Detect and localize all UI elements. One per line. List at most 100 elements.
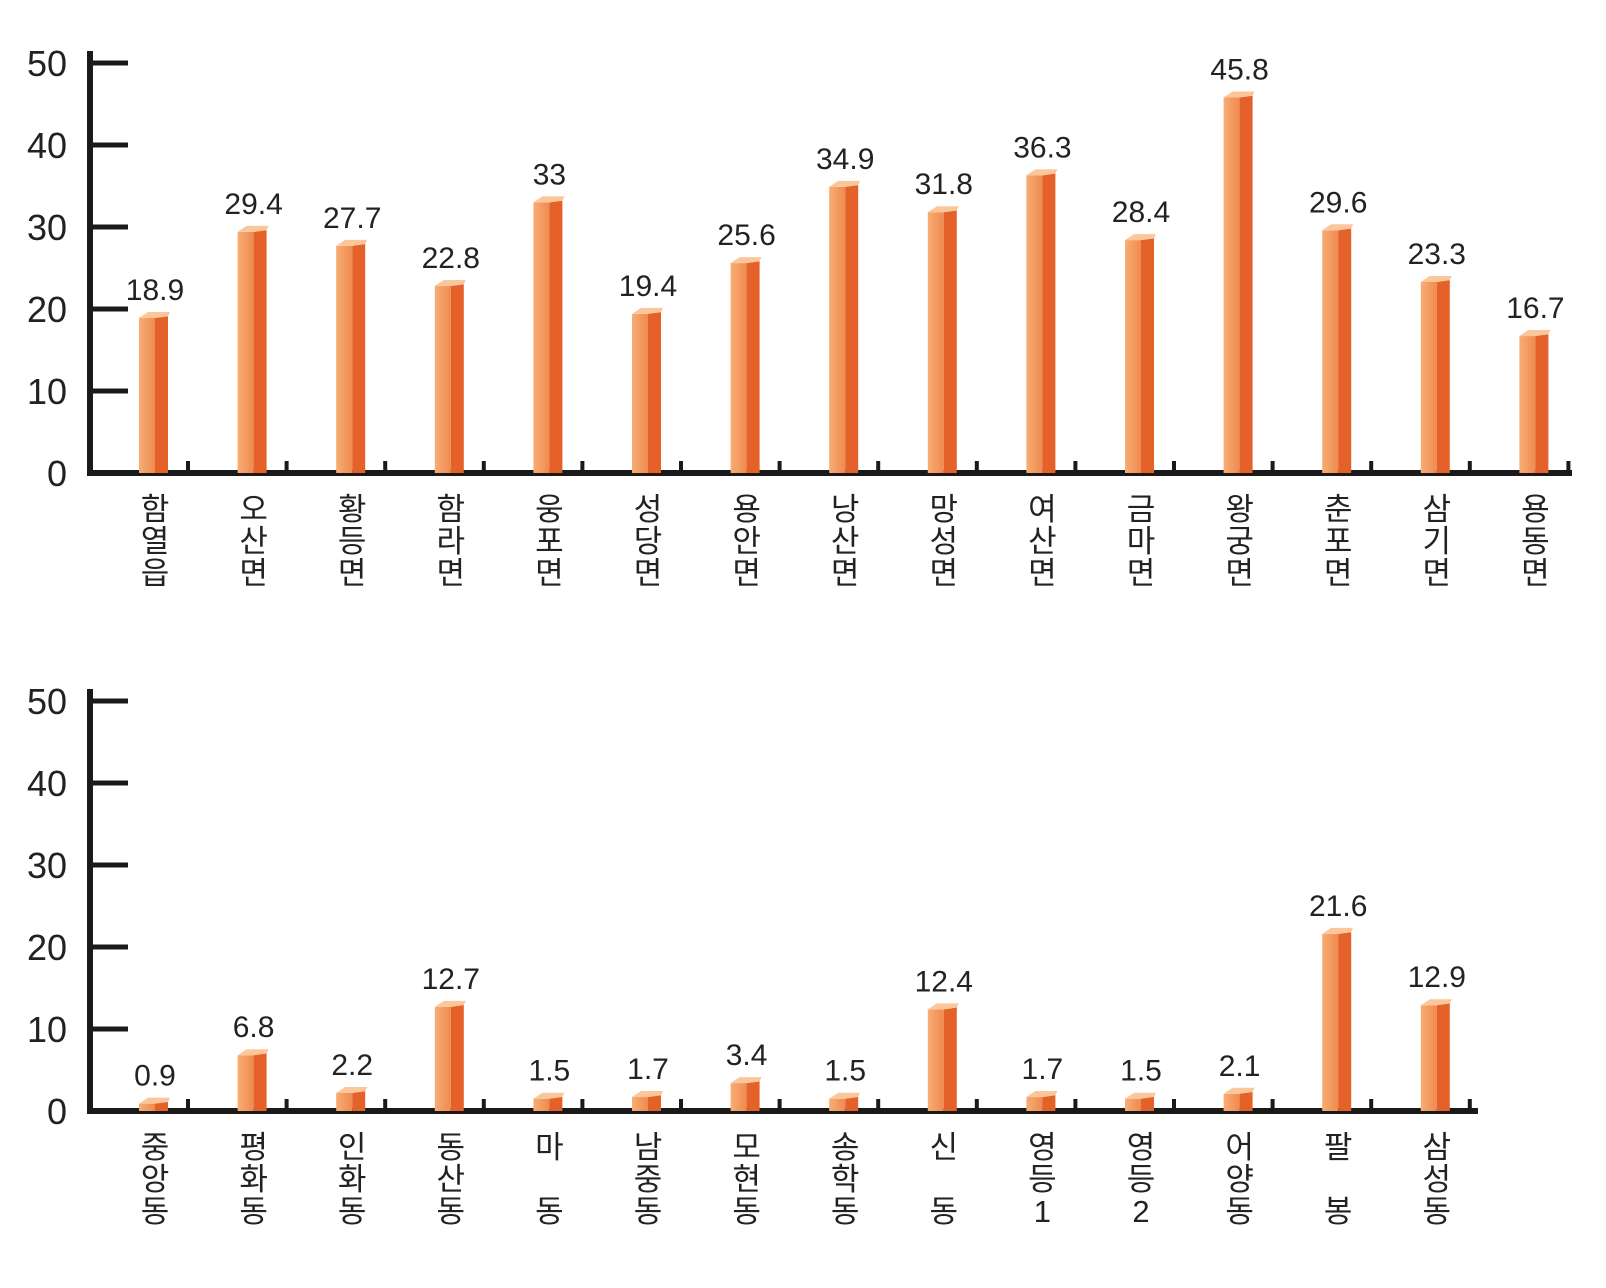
bar-4 bbox=[434, 280, 466, 473]
bar-top bbox=[1223, 1087, 1255, 1094]
bar-side bbox=[943, 210, 957, 473]
bar-14 bbox=[1420, 275, 1452, 473]
bar-side bbox=[1436, 280, 1450, 473]
data-label-5: 1.5 bbox=[529, 1055, 571, 1088]
bar-side bbox=[352, 1091, 366, 1111]
data-label-11: 1.5 bbox=[1120, 1055, 1162, 1088]
chart-panel-1: 0 10 20 30 40 50 18.9 함 열 읍 29.4 오 산 면 27.7 황 등 면 22.8 함 라 면 3… bbox=[27, 43, 1572, 591]
bar-side bbox=[549, 200, 563, 473]
data-label-14: 12.9 bbox=[1408, 961, 1466, 994]
data-label-13: 29.6 bbox=[1309, 186, 1367, 219]
bar-front bbox=[1223, 97, 1240, 473]
bar-9 bbox=[927, 206, 959, 474]
bar-front bbox=[927, 1009, 944, 1111]
bar-top bbox=[1322, 927, 1354, 934]
bar-front bbox=[632, 1097, 648, 1111]
bar-top bbox=[237, 225, 269, 232]
bar-top bbox=[336, 239, 368, 246]
bar-top bbox=[1125, 1092, 1156, 1099]
bar-front bbox=[336, 1092, 353, 1111]
bar-front bbox=[434, 1006, 451, 1111]
bar-top bbox=[1125, 234, 1156, 241]
bar-10 bbox=[1026, 1091, 1058, 1111]
data-label-11: 28.4 bbox=[1112, 196, 1170, 229]
bar-top bbox=[336, 1086, 368, 1093]
y-tick-label-10: 10 bbox=[27, 1009, 67, 1050]
data-label-10: 36.3 bbox=[1013, 131, 1071, 164]
bar-front bbox=[829, 1098, 846, 1111]
bar-top bbox=[730, 1077, 762, 1084]
bar-front bbox=[829, 186, 846, 473]
bar-front bbox=[730, 1083, 747, 1111]
bar-side bbox=[746, 261, 760, 473]
bar-3 bbox=[336, 1086, 368, 1111]
bar-top bbox=[829, 1092, 861, 1099]
bar-5 bbox=[533, 1092, 565, 1111]
data-label-2: 6.8 bbox=[233, 1011, 275, 1044]
bar-side bbox=[1239, 1091, 1253, 1111]
bar-top bbox=[139, 1097, 170, 1104]
bar-7 bbox=[730, 257, 762, 473]
bar-5 bbox=[533, 196, 565, 473]
bar-15 bbox=[1519, 330, 1551, 473]
y-tick-label-40: 40 bbox=[27, 125, 67, 166]
bar-side bbox=[1042, 173, 1056, 474]
data-label-14: 23.3 bbox=[1408, 238, 1466, 271]
data-label-10: 1.7 bbox=[1022, 1053, 1064, 1086]
y-tick-label-0: 0 bbox=[47, 453, 67, 494]
data-label-9: 12.4 bbox=[915, 965, 973, 998]
bar-top bbox=[927, 206, 959, 213]
bar-front bbox=[1420, 1005, 1437, 1111]
data-label-2: 29.4 bbox=[224, 188, 282, 221]
data-label-8: 34.9 bbox=[816, 143, 874, 176]
bar-front bbox=[533, 202, 550, 473]
bar-2 bbox=[237, 1049, 269, 1111]
data-label-12: 2.1 bbox=[1219, 1050, 1261, 1083]
bar-9 bbox=[927, 1003, 959, 1111]
data-label-13: 21.6 bbox=[1309, 890, 1367, 923]
y-tick-label-40: 40 bbox=[27, 763, 67, 804]
bar-10 bbox=[1026, 169, 1058, 474]
bar-front bbox=[927, 212, 944, 474]
bar-top bbox=[829, 180, 861, 187]
bar-front bbox=[139, 1103, 155, 1111]
bar-top bbox=[1026, 1091, 1058, 1098]
bar-side bbox=[450, 284, 464, 473]
x-category-label-13: 팔 봉 bbox=[1324, 1130, 1353, 1229]
bar-front bbox=[1125, 1098, 1141, 1111]
bar-side bbox=[1338, 228, 1352, 473]
y-tick-label-50: 50 bbox=[27, 681, 67, 722]
bar-side bbox=[1338, 932, 1352, 1111]
bar-side bbox=[845, 1096, 859, 1111]
x-category-label-9: 신 동 bbox=[930, 1130, 959, 1229]
bar-top bbox=[1322, 224, 1354, 231]
bar-side bbox=[352, 244, 366, 473]
bar-side bbox=[1535, 334, 1549, 473]
bar-top bbox=[533, 1092, 565, 1099]
bar-top bbox=[1519, 330, 1551, 337]
bar-side bbox=[1141, 1096, 1154, 1111]
bar-side bbox=[1042, 1095, 1056, 1111]
bar-front bbox=[139, 318, 155, 473]
bar-1 bbox=[139, 1097, 170, 1111]
data-label-7: 25.6 bbox=[717, 219, 775, 252]
bar-top bbox=[1223, 91, 1255, 98]
bar-front bbox=[1125, 240, 1141, 473]
bar-8 bbox=[829, 180, 861, 473]
bar-11 bbox=[1125, 1092, 1156, 1111]
data-label-4: 12.7 bbox=[422, 963, 480, 996]
